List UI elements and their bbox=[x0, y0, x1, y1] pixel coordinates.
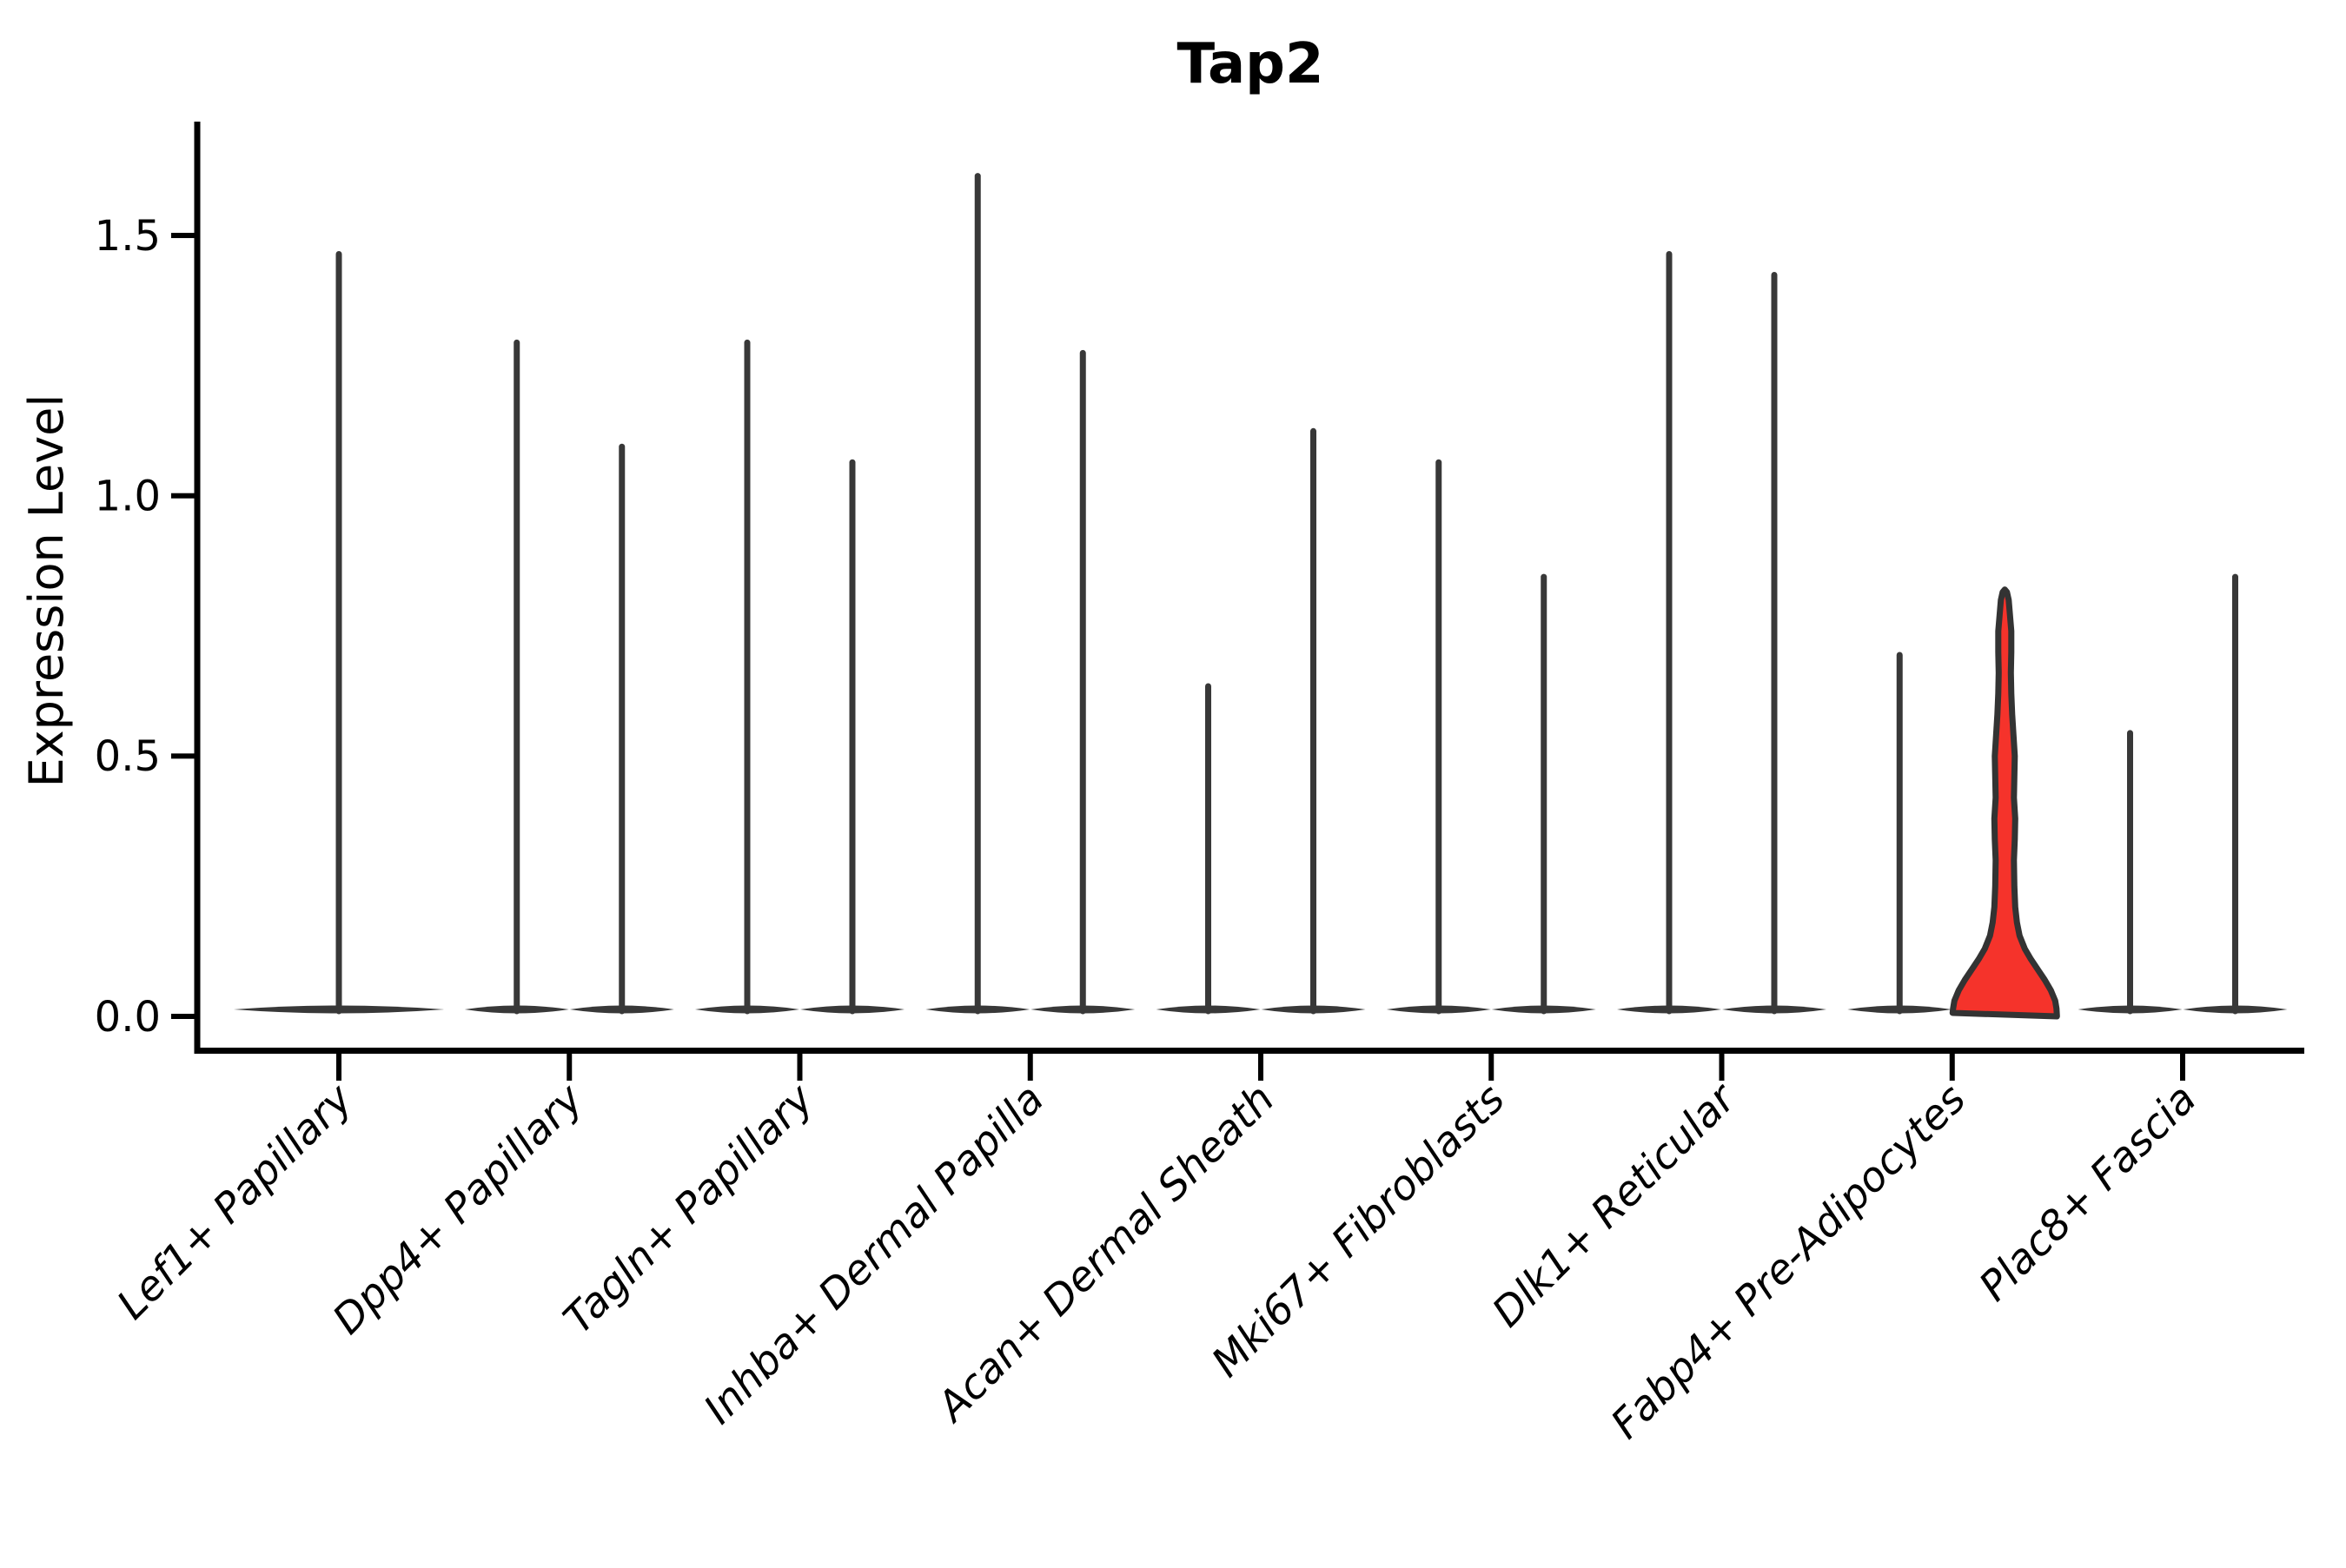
y-tick-label: 1.5 bbox=[95, 212, 161, 261]
y-ticks-group: 0.0 0.5 1.0 1.5 bbox=[95, 212, 197, 1042]
x-tick-label: Tagln+ Papillary bbox=[554, 1075, 824, 1344]
x-axis-spine bbox=[194, 1048, 2304, 1054]
y-tick-label: 0.0 bbox=[95, 993, 161, 1042]
x-tick-label: Dlk1+ Reticular bbox=[1483, 1074, 1746, 1337]
y-tick bbox=[171, 1014, 197, 1019]
highlighted-violin bbox=[1949, 586, 2060, 1020]
y-axis-label: Expression Level bbox=[19, 394, 74, 788]
x-tick bbox=[1258, 1053, 1263, 1081]
chart-title: Tap2 bbox=[1177, 32, 1324, 96]
x-tick bbox=[1027, 1053, 1033, 1081]
x-tick bbox=[1949, 1053, 1955, 1081]
violins-group bbox=[234, 173, 2288, 1020]
x-tick-label: Plac8+ Fascia bbox=[1970, 1075, 2205, 1311]
x-tick bbox=[1488, 1053, 1494, 1081]
y-tick bbox=[171, 753, 197, 759]
y-axis-spine bbox=[194, 122, 201, 1054]
x-tick-label: Dpp4+ Papillary bbox=[324, 1075, 593, 1344]
y-tick-label: 0.5 bbox=[95, 732, 161, 781]
axes-group bbox=[194, 122, 2304, 1054]
x-tick bbox=[2180, 1053, 2185, 1081]
y-tick bbox=[171, 233, 197, 239]
x-tick bbox=[567, 1053, 573, 1081]
x-tick-label: Lef1+ Papillary bbox=[108, 1075, 362, 1329]
y-tick-label: 1.0 bbox=[95, 473, 161, 521]
y-tick bbox=[171, 493, 197, 499]
x-tick bbox=[336, 1053, 341, 1081]
x-ticks-group bbox=[336, 1053, 2185, 1081]
x-tick bbox=[1719, 1053, 1725, 1081]
x-tick bbox=[797, 1053, 803, 1081]
